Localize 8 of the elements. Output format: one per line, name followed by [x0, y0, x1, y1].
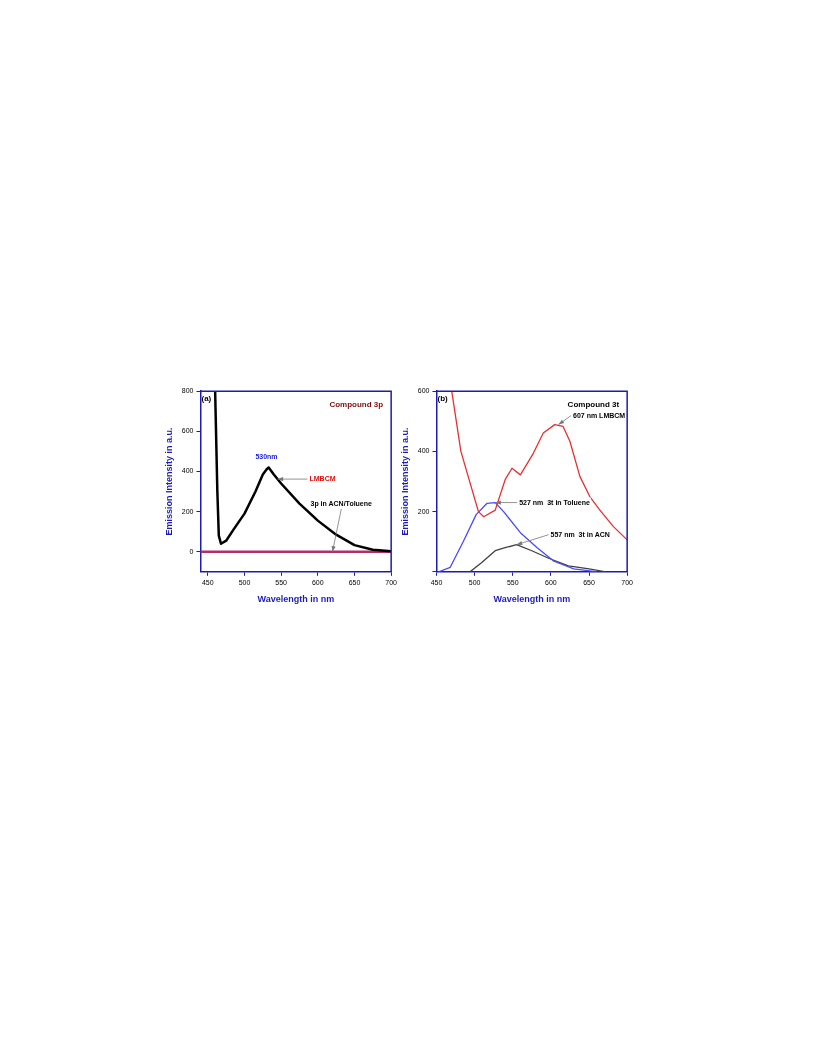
x-axis-title: Wavelength in nm [493, 594, 571, 605]
y-axis-title: Emission Intensity in a.u. [399, 427, 410, 536]
annotation: Compound 3p [329, 400, 384, 410]
x-axis-title: Wavelength in nm [257, 594, 335, 605]
annotation: Compound 3t [567, 400, 620, 410]
annotation: (a) [201, 394, 212, 404]
y-axis-title: Emission Intensity in a.u. [163, 427, 174, 536]
annotation: (b) [437, 394, 449, 404]
